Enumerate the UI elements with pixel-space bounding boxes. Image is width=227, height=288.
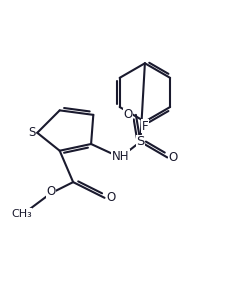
- Text: O: O: [46, 185, 55, 198]
- Text: NH: NH: [111, 150, 129, 163]
- Text: S: S: [28, 126, 35, 139]
- Text: O: O: [168, 151, 178, 164]
- Text: O: O: [107, 191, 116, 204]
- Text: O: O: [123, 108, 133, 121]
- Text: S: S: [136, 135, 145, 148]
- Text: F: F: [142, 120, 148, 132]
- Text: CH₃: CH₃: [11, 209, 32, 219]
